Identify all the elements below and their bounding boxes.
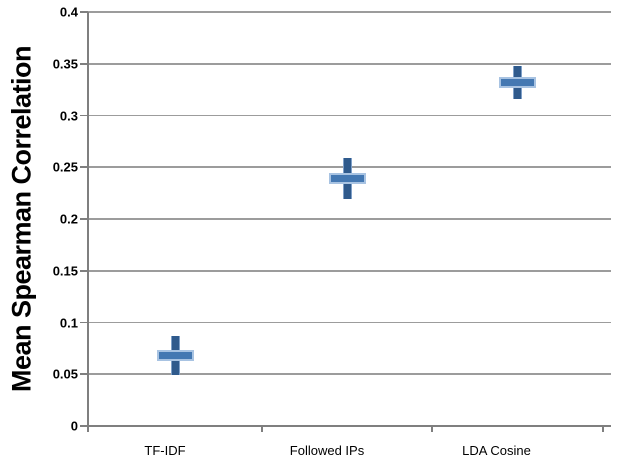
y-tick-mark bbox=[80, 62, 88, 65]
y-tick-label: 0.25 bbox=[52, 159, 78, 175]
y-tick-mark bbox=[80, 269, 88, 272]
y-tick-mark bbox=[80, 166, 88, 169]
x-tick-mark bbox=[87, 426, 89, 432]
y-tick-label: 0.05 bbox=[52, 366, 78, 382]
y-tick-label: 0 bbox=[70, 418, 78, 434]
gridline bbox=[88, 62, 611, 65]
x-tick-label: Followed IPs bbox=[289, 443, 365, 458]
y-tick-label: 0.15 bbox=[52, 263, 78, 279]
marker-plus bbox=[156, 350, 194, 362]
y-tick-mark bbox=[80, 425, 88, 427]
y-tick-mark bbox=[80, 114, 88, 117]
gridline bbox=[88, 114, 611, 117]
y-tick-label: 0.2 bbox=[59, 211, 78, 227]
y-tick-label: 0.35 bbox=[52, 56, 78, 72]
y-tick-label: 0.4 bbox=[59, 4, 78, 20]
gridline bbox=[88, 321, 611, 324]
x-tick-mark bbox=[602, 426, 604, 432]
marker-plus bbox=[499, 76, 536, 88]
gridline bbox=[88, 269, 611, 272]
x-tick-label: TF-IDF bbox=[144, 443, 186, 458]
gridline bbox=[88, 11, 611, 13]
y-tick-mark bbox=[80, 11, 88, 13]
x-axis-line bbox=[87, 425, 611, 427]
y-tick-mark bbox=[80, 373, 88, 376]
x-tick-label: LDA Cosine bbox=[462, 443, 531, 458]
y-tick-mark bbox=[80, 218, 88, 220]
x-tick-mark bbox=[261, 426, 263, 432]
marker-plus bbox=[328, 173, 366, 185]
y-tick-label: 0.3 bbox=[59, 108, 78, 123]
gridline bbox=[88, 373, 611, 376]
y-axis-line bbox=[87, 12, 89, 427]
y-tick-label: 0.1 bbox=[59, 315, 78, 330]
y-tick-mark bbox=[80, 321, 88, 324]
x-tick-mark bbox=[431, 426, 433, 432]
y-axis-title: Mean Spearman Correlation bbox=[6, 45, 37, 393]
gridline bbox=[88, 218, 611, 220]
